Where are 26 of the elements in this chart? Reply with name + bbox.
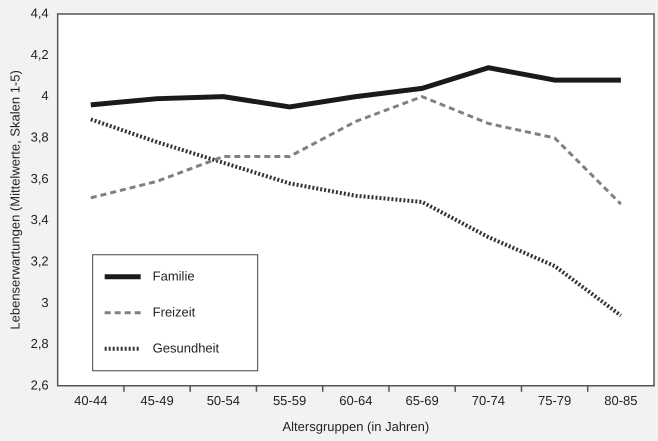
y-tick-label: 3,6: [30, 170, 49, 186]
y-axis-title: Lebenserwartungen (Mittelwerte, Skalen 1-5): [7, 70, 22, 330]
y-tick-label: 3,8: [30, 130, 49, 145]
x-tick-label: 45-49: [140, 393, 174, 408]
x-tick-label: 75-79: [538, 393, 572, 408]
x-tick-label: 55-59: [272, 393, 306, 408]
y-tick-label: 2,8: [30, 336, 49, 352]
line-series: [89, 95, 622, 206]
y-tick-label: 3: [41, 294, 49, 310]
x-tick-label: 50-54: [206, 393, 240, 408]
x-tick-label: 40-44: [74, 393, 108, 408]
x-tick-label: 65-69: [405, 393, 439, 408]
y-tick-label: 4,4: [30, 6, 49, 21]
y-tick-label: 3,4: [30, 212, 49, 228]
legend-label: Freizeit: [152, 304, 196, 320]
y-tick-label: 4: [41, 88, 49, 104]
y-tick-label: 2,6: [30, 377, 49, 392]
x-tick-label: 60-64: [339, 393, 372, 408]
x-axis-title: Altersgruppen (in Jahren): [282, 418, 430, 434]
y-tick-label: 4,2: [30, 46, 49, 62]
x-tick-label: 70-74: [472, 393, 505, 408]
line-series: [88, 117, 623, 318]
legend-label: Familie: [152, 268, 195, 284]
y-tick-label: 3,2: [30, 253, 49, 268]
x-tick-label: 80-85: [604, 393, 638, 408]
legend-label: Gesundheit: [152, 340, 220, 356]
